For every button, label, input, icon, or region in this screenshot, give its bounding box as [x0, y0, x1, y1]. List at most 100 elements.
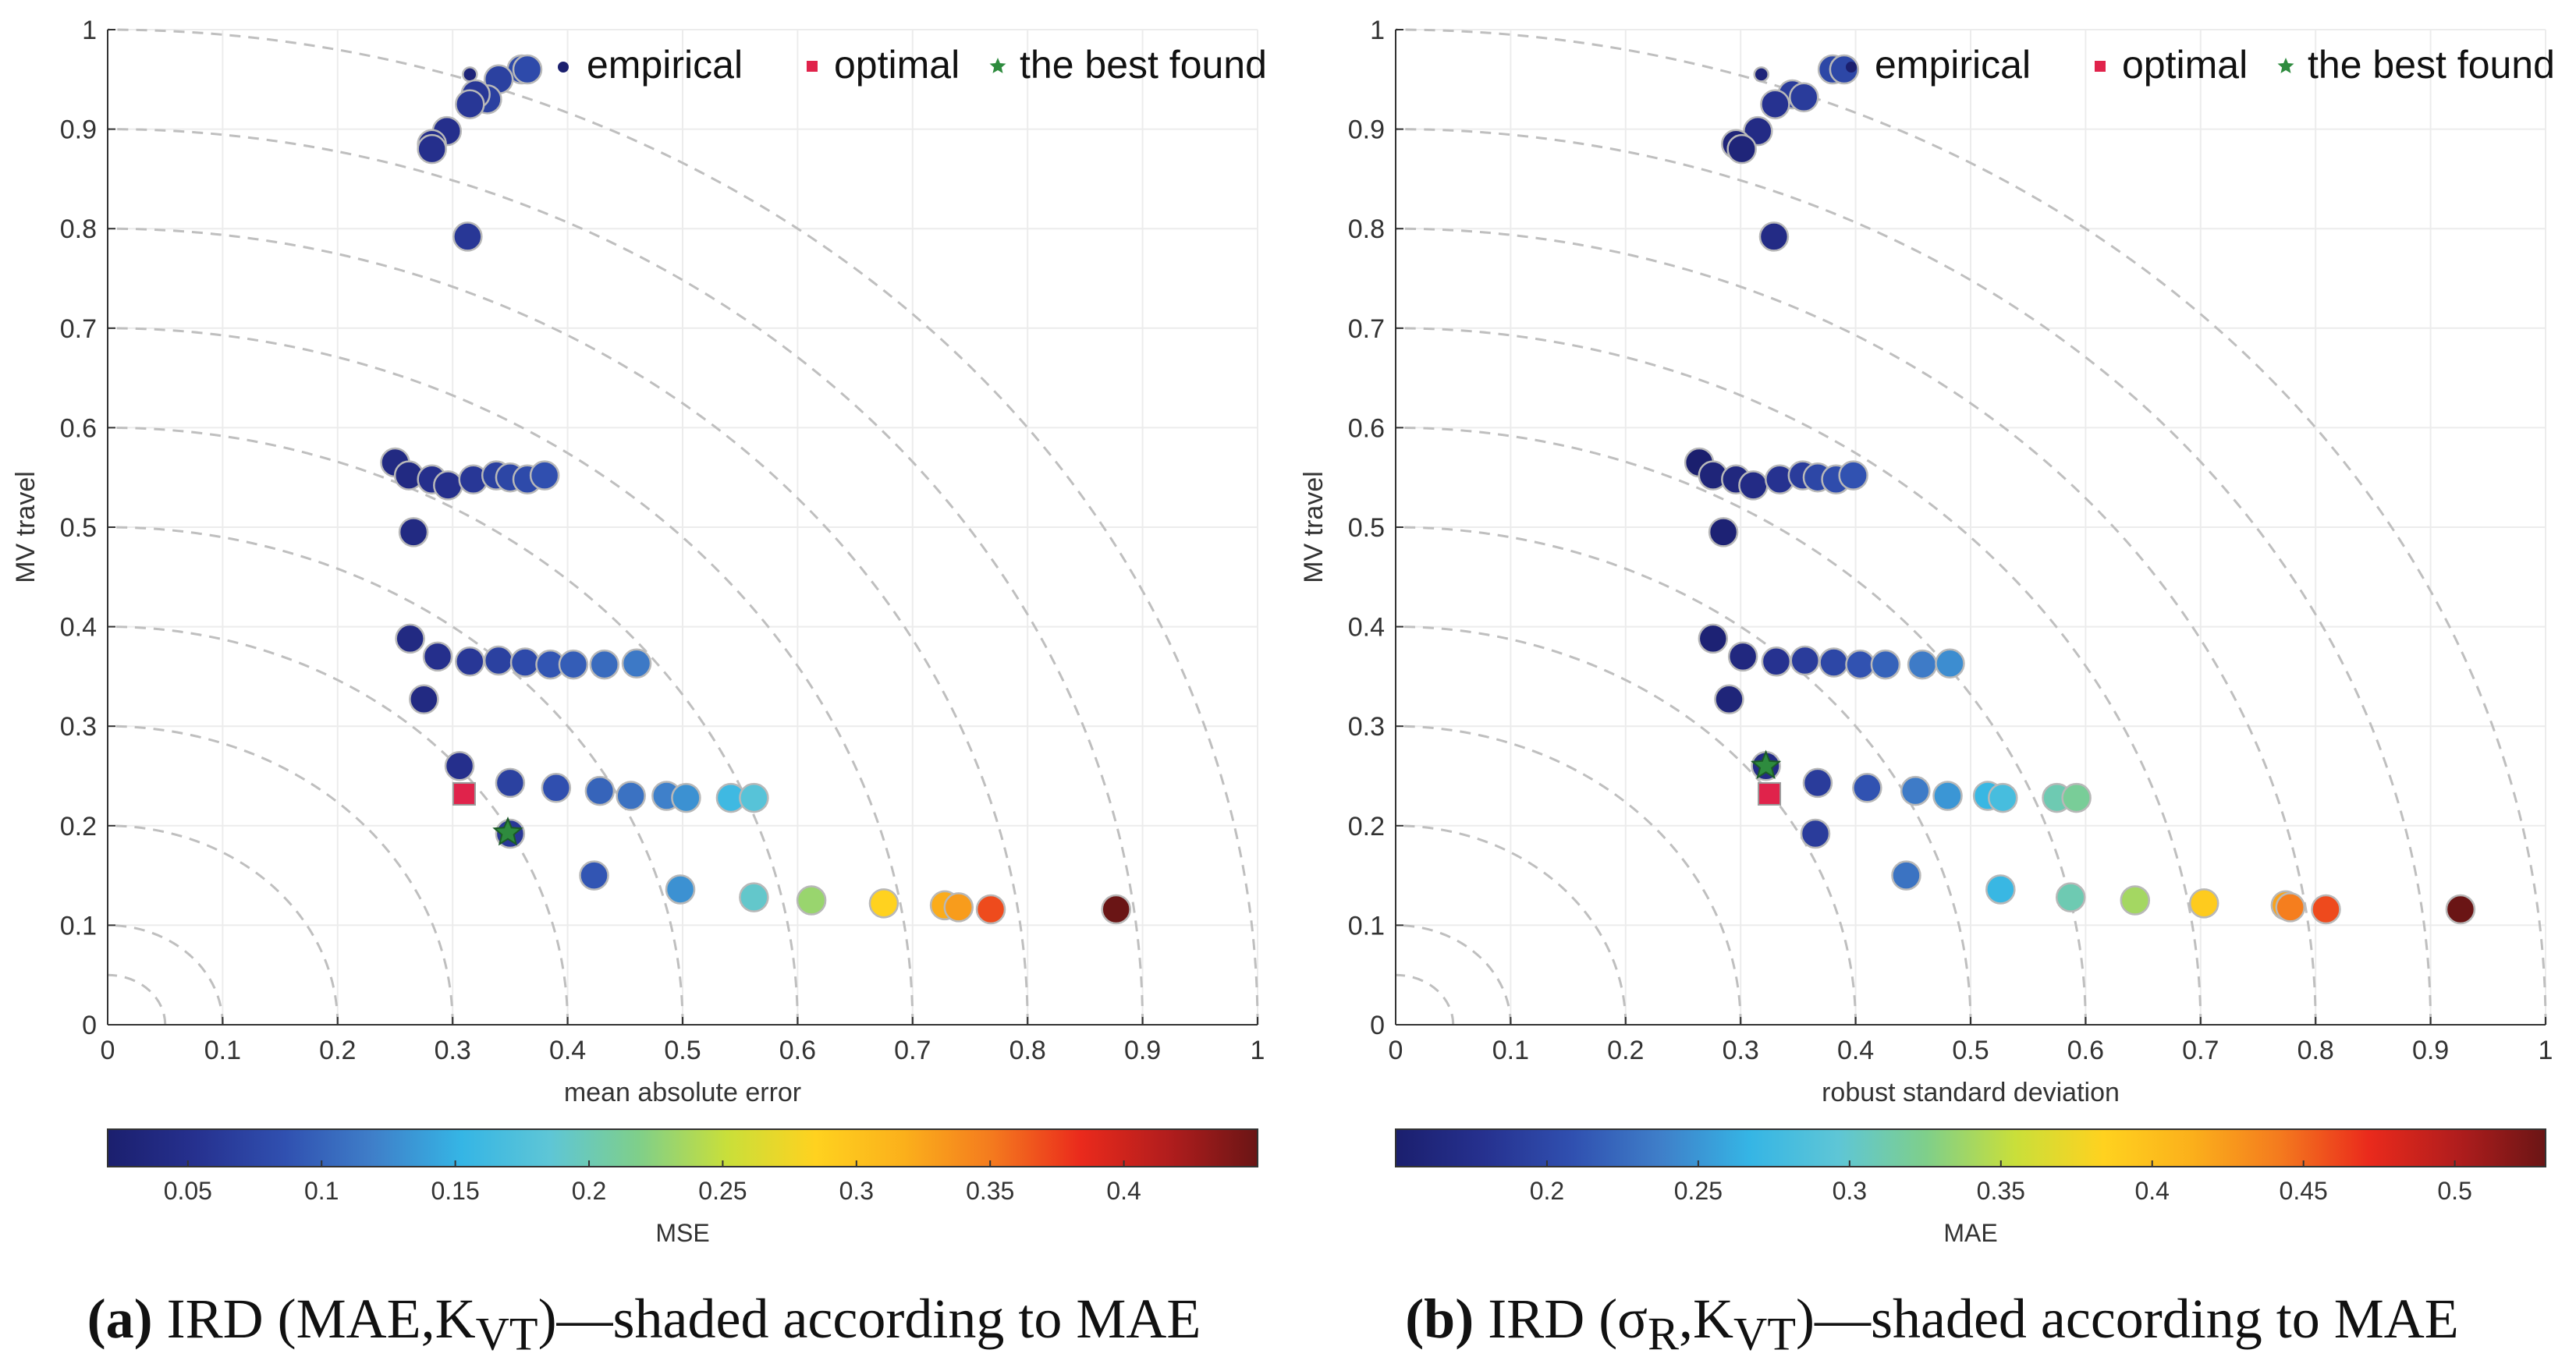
y-axis-label: MV travel: [1299, 471, 1329, 583]
data-point: [452, 221, 483, 252]
chart-b: 0 0.1 0.2 0.3 0.4 0.5 0.6 0.7 0.8 0.9 1 0 0.1 0.2 0.3 0…: [1299, 16, 2555, 1247]
legend-empirical-marker: [1846, 62, 1857, 73]
grid: [107, 29, 1258, 1026]
data-point: [1714, 684, 1744, 714]
data-point: [1935, 648, 1965, 679]
legend-empirical-label: empirical: [587, 43, 743, 87]
data-point: [422, 641, 453, 672]
data-point: [512, 54, 543, 85]
data-point: [455, 89, 485, 119]
x-tick-label: 0.4: [549, 1036, 586, 1065]
data-point: [1789, 82, 1819, 113]
colorbar-tick-label: 0.4: [2134, 1177, 2169, 1205]
data-point: [1101, 894, 1131, 925]
data-point: [1838, 460, 1868, 491]
best-found-marker: [492, 817, 523, 846]
panel-a: 0 0.1 0.2 0.3 0.4 0.5 0.6 0.7 0.8 0.9 1 0 0.1 0.2 0.3 0…: [0, 16, 1288, 1361]
caption-text: IRD (MAE,K: [152, 1288, 476, 1350]
legend: empirical optimal the best found: [558, 43, 1267, 87]
data-point: [1790, 645, 1820, 676]
y-tick-label: 0.3: [60, 712, 97, 742]
legend-best-label: the best found: [1020, 43, 1267, 87]
x-tick-label: 0.6: [779, 1036, 816, 1065]
arc: [1395, 327, 2202, 1026]
x-tick-label: 0.5: [1952, 1036, 1989, 1065]
caption-sub: VT: [1733, 1308, 1797, 1360]
x-tick-label: 0.3: [1723, 1036, 1759, 1065]
data-point: [2445, 894, 2476, 925]
data-point: [1727, 641, 1758, 672]
arc: [1395, 28, 2547, 1026]
caption-sub: VT: [475, 1308, 538, 1360]
x-tick-label: 0.7: [2182, 1036, 2219, 1065]
legend-optimal-label: optimal: [834, 43, 960, 87]
data-point: [558, 649, 589, 680]
data-point: [2061, 782, 2092, 813]
arc: [107, 526, 684, 1026]
caption-letter: (a): [87, 1288, 153, 1350]
colorbar-label: MSE: [655, 1219, 709, 1247]
data-point: [1726, 133, 1757, 165]
caption-text: IRD (σ: [1474, 1288, 1648, 1350]
data-point: [1708, 517, 1739, 547]
data-point: [1852, 773, 1882, 803]
caption-b: (b) IRD (σR,KVT)—shaded according to MAE: [1288, 1287, 2576, 1361]
x-tick-label: 0.9: [1124, 1036, 1161, 1065]
y-tick-label: 0.1: [60, 911, 97, 941]
caption-tail: )—shaded according to MAE: [538, 1288, 1201, 1350]
y-tick-label: 0.6: [60, 413, 97, 443]
arc: [107, 426, 799, 1026]
arc: [1395, 824, 1627, 1026]
data-point: [1760, 89, 1790, 119]
data-point: [1907, 649, 1938, 680]
y-tick-label: 0.2: [60, 812, 97, 841]
data-point: [616, 781, 646, 811]
data-point: [2311, 894, 2341, 925]
colorbar-tick-label: 0.45: [2280, 1177, 2328, 1205]
caption-a: (a) IRD (MAE,KVT)—shaded according to MA…: [0, 1287, 1288, 1361]
x-tick-label: 0.1: [1492, 1036, 1529, 1065]
x-tick-label: 0.4: [1837, 1036, 1874, 1065]
y-tick-label: 0.1: [1348, 911, 1385, 941]
arcs: [1395, 28, 2547, 1026]
data-point: [2120, 885, 2151, 916]
arc: [107, 128, 1144, 1026]
data-point: [1988, 782, 2018, 813]
arc: [107, 28, 1259, 1026]
colorbar-tick-label: 0.3: [1833, 1177, 1867, 1205]
x-tick-label: 0.9: [2412, 1036, 2449, 1065]
y-tick-label: 0.8: [1348, 214, 1385, 244]
chart-a: 0 0.1 0.2 0.3 0.4 0.5 0.6 0.7 0.8 0.9 1 0 0.1 0.2 0.3 0…: [11, 16, 1267, 1247]
x-tick-label: 0.7: [894, 1036, 931, 1065]
arc: [1395, 227, 2317, 1026]
points: [1684, 54, 2476, 925]
legend-best-marker: [989, 58, 1006, 73]
x-tick-label: 0.2: [319, 1036, 356, 1065]
y-axis-label: MV travel: [11, 471, 41, 583]
y-tick-label: 0.9: [1348, 115, 1385, 145]
data-point: [1845, 649, 1875, 680]
data-point: [1891, 860, 1921, 891]
x-tick-label: 0: [1389, 1036, 1403, 1065]
best-found-marker: [1750, 749, 1782, 779]
legend-optimal-marker: [807, 61, 818, 72]
y-tick-label: 0: [1370, 1011, 1385, 1040]
data-point: [589, 649, 620, 680]
data-point: [509, 647, 541, 678]
data-point: [409, 684, 439, 714]
x-tick-label: 0: [101, 1036, 115, 1065]
data-point: [495, 767, 526, 799]
data-point: [665, 874, 696, 905]
data-point: [2188, 888, 2219, 919]
data-point: [395, 623, 425, 654]
data-point: [1802, 767, 1833, 799]
colorbar-tick-label: 0.1: [304, 1177, 339, 1205]
y-tick-label: 0.5: [60, 513, 97, 543]
data-point: [2275, 892, 2306, 923]
arc: [107, 923, 224, 1026]
x-tick-label: 0.2: [1607, 1036, 1644, 1065]
data-point: [1698, 623, 1729, 654]
colorbar-tick-label: 0.35: [1977, 1177, 2025, 1205]
y-tick-label: 0.5: [1348, 513, 1385, 543]
legend-optimal-marker: [2095, 61, 2106, 72]
